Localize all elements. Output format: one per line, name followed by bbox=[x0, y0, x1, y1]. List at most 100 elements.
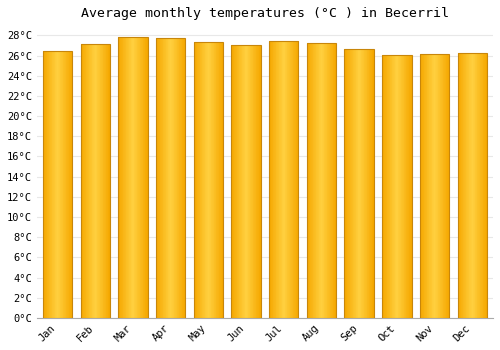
Bar bbox=[351, 49, 352, 318]
Bar bbox=[88, 44, 90, 318]
Bar bbox=[486, 52, 487, 318]
Bar bbox=[286, 41, 288, 318]
Bar bbox=[170, 38, 172, 318]
Bar bbox=[84, 44, 85, 318]
Bar bbox=[56, 50, 57, 318]
Bar bbox=[391, 55, 392, 318]
Bar bbox=[425, 54, 426, 318]
Bar bbox=[184, 38, 186, 318]
Bar bbox=[346, 49, 348, 318]
Bar bbox=[317, 43, 318, 318]
Bar bbox=[232, 46, 261, 318]
Bar bbox=[83, 44, 84, 318]
Bar bbox=[57, 50, 58, 318]
Bar bbox=[364, 49, 365, 318]
Bar bbox=[238, 46, 240, 318]
Bar bbox=[406, 55, 407, 318]
Bar bbox=[48, 50, 50, 318]
Bar bbox=[371, 49, 372, 318]
Bar bbox=[384, 55, 385, 318]
Bar bbox=[382, 55, 383, 318]
Bar bbox=[254, 46, 255, 318]
Bar bbox=[476, 52, 478, 318]
Bar bbox=[96, 44, 98, 318]
Bar bbox=[244, 46, 246, 318]
Bar bbox=[462, 52, 463, 318]
Bar bbox=[345, 49, 346, 318]
Bar bbox=[133, 37, 134, 318]
Bar bbox=[321, 43, 322, 318]
Bar bbox=[43, 50, 44, 318]
Bar bbox=[238, 46, 239, 318]
Bar bbox=[290, 41, 291, 318]
Bar bbox=[105, 44, 106, 318]
Bar bbox=[68, 50, 70, 318]
Bar bbox=[428, 54, 429, 318]
Bar bbox=[166, 38, 167, 318]
Bar bbox=[460, 52, 462, 318]
Bar bbox=[352, 49, 354, 318]
Bar bbox=[444, 54, 445, 318]
Bar bbox=[426, 54, 428, 318]
Bar bbox=[90, 44, 91, 318]
Bar bbox=[470, 52, 471, 318]
Bar bbox=[355, 49, 356, 318]
Bar bbox=[397, 55, 398, 318]
Bar bbox=[216, 42, 217, 318]
Bar bbox=[405, 55, 406, 318]
Bar bbox=[233, 46, 234, 318]
Bar bbox=[459, 52, 460, 318]
Bar bbox=[482, 52, 484, 318]
Bar bbox=[400, 55, 402, 318]
Bar bbox=[433, 54, 434, 318]
Bar bbox=[368, 49, 369, 318]
Bar bbox=[464, 52, 465, 318]
Bar bbox=[182, 38, 183, 318]
Bar bbox=[467, 52, 468, 318]
Bar bbox=[93, 44, 94, 318]
Bar bbox=[473, 52, 474, 318]
Bar bbox=[316, 43, 317, 318]
Bar bbox=[288, 41, 289, 318]
Bar bbox=[45, 50, 46, 318]
Bar bbox=[410, 55, 411, 318]
Bar bbox=[168, 38, 169, 318]
Bar bbox=[363, 49, 364, 318]
Bar bbox=[289, 41, 290, 318]
Bar bbox=[136, 37, 138, 318]
Bar bbox=[125, 37, 126, 318]
Bar bbox=[96, 44, 97, 318]
Bar bbox=[273, 41, 274, 318]
Bar bbox=[161, 38, 162, 318]
Bar bbox=[172, 38, 173, 318]
Bar bbox=[438, 54, 439, 318]
Bar bbox=[270, 41, 272, 318]
Bar bbox=[423, 54, 424, 318]
Bar bbox=[408, 55, 410, 318]
Bar bbox=[86, 44, 87, 318]
Bar bbox=[431, 54, 432, 318]
Bar bbox=[411, 55, 412, 318]
Bar bbox=[241, 46, 242, 318]
Bar bbox=[167, 38, 168, 318]
Bar bbox=[472, 52, 473, 318]
Bar bbox=[385, 55, 386, 318]
Bar bbox=[203, 42, 204, 318]
Bar bbox=[474, 52, 476, 318]
Bar bbox=[118, 37, 148, 318]
Bar bbox=[311, 43, 312, 318]
Bar bbox=[60, 50, 62, 318]
Bar bbox=[246, 46, 247, 318]
Bar bbox=[206, 42, 207, 318]
Bar bbox=[106, 44, 107, 318]
Bar bbox=[269, 41, 298, 318]
Bar bbox=[87, 44, 88, 318]
Bar bbox=[269, 41, 270, 318]
Bar bbox=[468, 52, 469, 318]
Bar bbox=[48, 50, 49, 318]
Bar bbox=[218, 42, 220, 318]
Bar bbox=[195, 42, 196, 318]
Bar bbox=[463, 52, 464, 318]
Bar bbox=[424, 54, 425, 318]
Bar bbox=[389, 55, 390, 318]
